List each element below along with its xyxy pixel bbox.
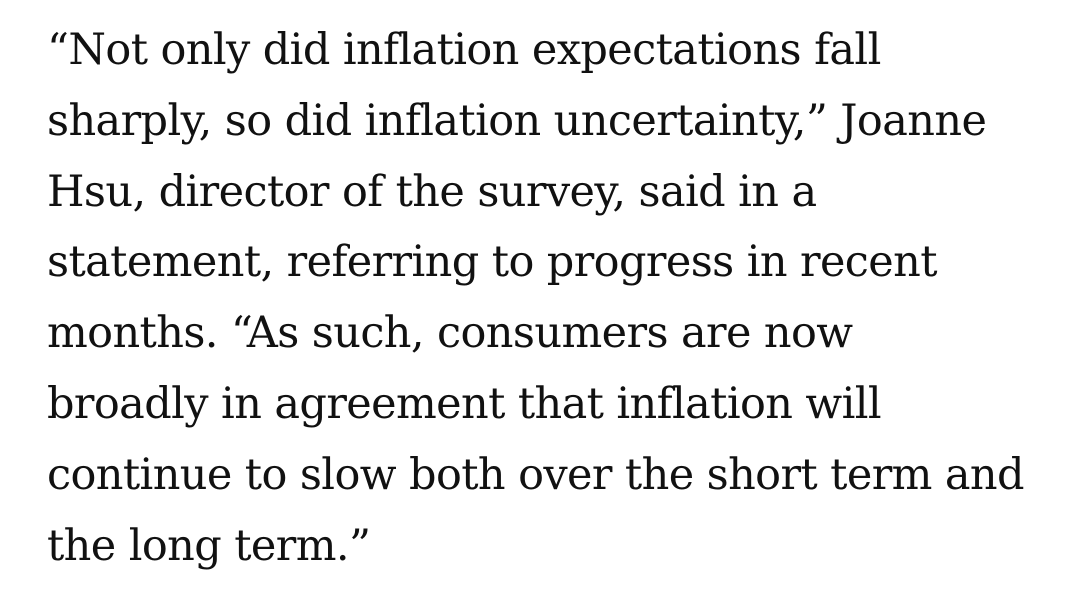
- article-paragraph: “Not only did inflation expectations fal…: [47, 22, 1057, 588]
- paragraph-line: sharply, so did inflation uncertainty,” …: [47, 95, 987, 146]
- paragraph-line: months. “As such, consumers are now: [47, 308, 853, 359]
- paragraph-line: statement, referring to progress in rece…: [47, 237, 938, 288]
- paragraph-line: the long term.”: [47, 520, 371, 571]
- paragraph-line: continue to slow both over the short ter…: [47, 449, 1025, 500]
- paragraph-line: Hsu, director of the survey, said in a: [47, 166, 817, 217]
- paragraph-line: “Not only did inflation expectations fal…: [47, 25, 881, 75]
- paragraph-line: broadly in agreement that inflation will: [47, 378, 882, 429]
